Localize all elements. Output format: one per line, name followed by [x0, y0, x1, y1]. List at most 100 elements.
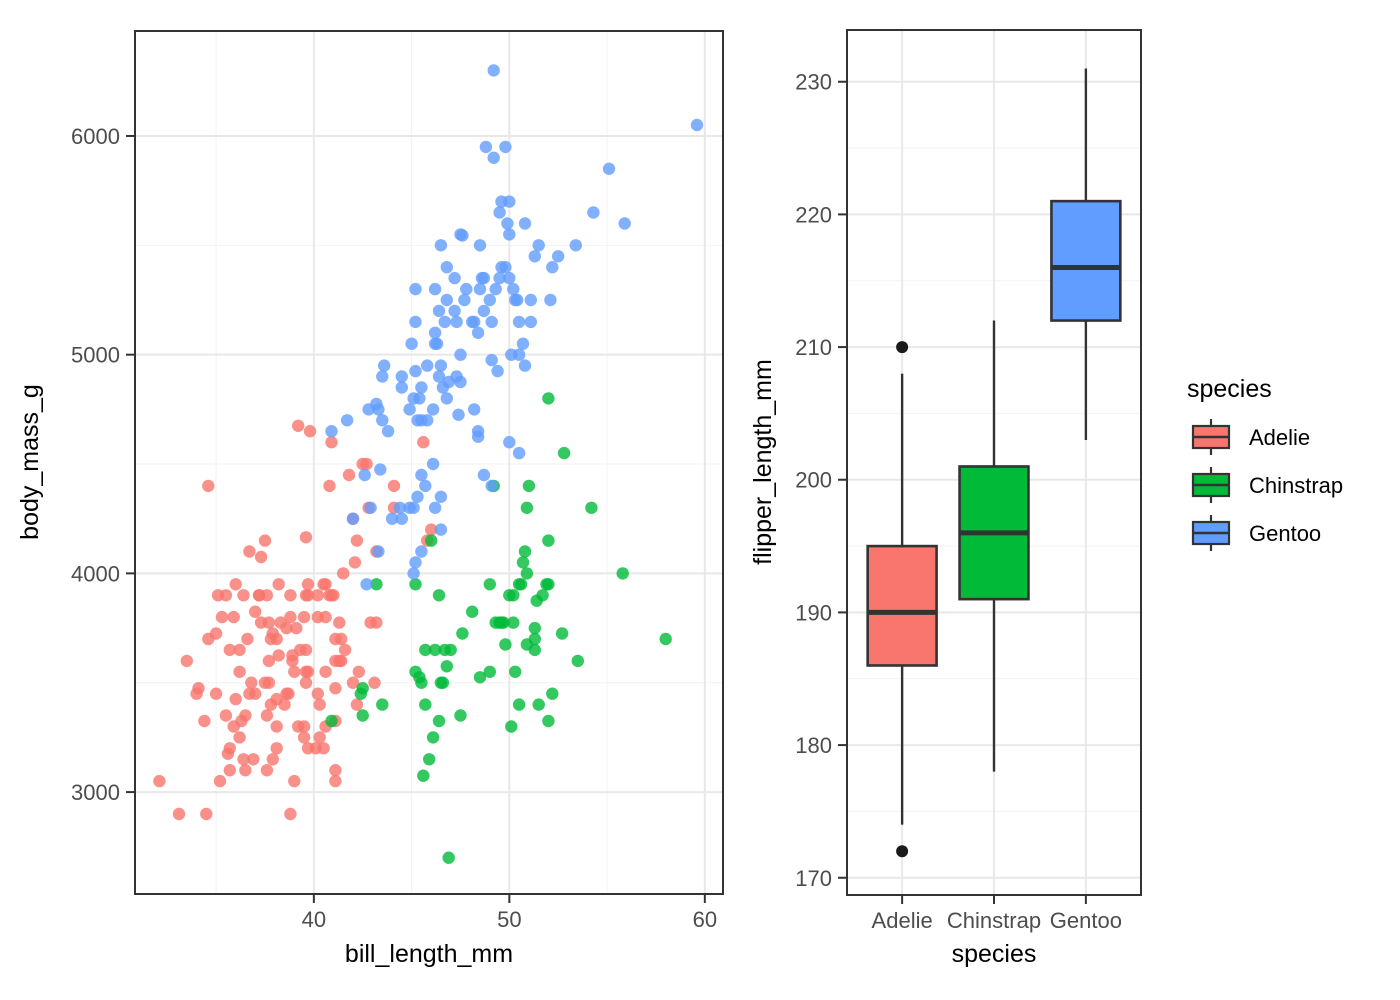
- scatter-point: [252, 589, 266, 602]
- scatter-point: [425, 534, 438, 547]
- scatter-point: [421, 359, 434, 372]
- scatter-point: [466, 605, 479, 618]
- legend-entry-label: Chinstrap: [1249, 473, 1343, 498]
- legend-entry-adelie: Adelie: [1191, 419, 1310, 455]
- scatter-point: [387, 479, 401, 493]
- scatter-point: [495, 195, 508, 208]
- legend-entry-label: Adelie: [1249, 425, 1310, 450]
- scatter-point: [258, 534, 272, 547]
- scatter-point: [376, 414, 389, 427]
- scatter-point: [403, 403, 416, 416]
- scatter-point: [172, 807, 186, 821]
- scatter-point: [346, 512, 360, 525]
- scatter-point: [395, 370, 408, 383]
- scatter-point: [419, 479, 432, 493]
- scatter-point: [475, 271, 489, 285]
- scatter-point: [254, 550, 268, 564]
- scatter-point: [301, 578, 315, 591]
- scatter-point: [616, 567, 629, 580]
- scatter-point: [249, 687, 262, 700]
- scatter-point: [485, 353, 498, 367]
- scatter-point: [542, 392, 555, 405]
- scatter-point: [272, 649, 285, 662]
- scatter-point: [428, 643, 442, 657]
- scatter-point: [313, 698, 326, 711]
- scatter-point: [440, 261, 453, 274]
- scatter-point: [407, 392, 420, 405]
- scatter-point: [618, 217, 631, 230]
- scatter-point: [438, 643, 451, 657]
- scatter-point: [280, 687, 293, 700]
- scatter-point: [338, 643, 352, 657]
- scatter-point: [270, 742, 283, 755]
- scatter-point: [319, 665, 332, 678]
- scatter-point: [323, 479, 336, 493]
- scatter-point: [223, 764, 236, 777]
- scatter-point: [485, 479, 498, 493]
- scatter-point: [409, 315, 422, 329]
- scatter-point: [499, 638, 512, 651]
- scatter-point: [311, 589, 324, 602]
- scatter-point: [518, 359, 532, 372]
- scatter-point: [473, 239, 487, 252]
- scatter-point: [233, 643, 246, 657]
- scatter-point: [557, 446, 571, 460]
- scatter-point: [262, 616, 276, 629]
- scatter-point: [518, 545, 532, 558]
- scatter-point: [442, 851, 455, 864]
- scatter-point: [507, 282, 520, 296]
- legend-entry-label: Gentoo: [1249, 521, 1321, 546]
- scatter-point: [342, 468, 356, 482]
- scatter-point: [585, 501, 598, 514]
- scatter-point: [503, 436, 516, 449]
- scatter-point: [223, 643, 236, 657]
- scatter-point: [284, 589, 297, 602]
- scatter-point: [364, 501, 377, 514]
- y-tick-label: 210: [795, 335, 832, 360]
- scatter-point: [460, 282, 473, 296]
- scatter-point: [516, 556, 530, 569]
- scatter-point: [507, 616, 520, 629]
- scatter-point: [587, 206, 600, 219]
- scatter-point: [509, 293, 522, 307]
- scatter-point: [512, 698, 526, 711]
- scatter-point: [299, 589, 313, 602]
- scatter-point: [518, 217, 532, 230]
- scatter-point: [440, 293, 453, 307]
- scatter-point: [452, 408, 465, 421]
- scatter-point: [555, 627, 569, 640]
- scatter-point: [491, 364, 504, 378]
- scatter-point: [483, 293, 496, 307]
- scatter-point: [405, 337, 418, 350]
- scatter-point: [520, 567, 534, 580]
- scatter-point: [520, 638, 534, 651]
- scatter-point: [454, 709, 467, 722]
- scatter-point: [495, 616, 508, 629]
- scatter-point: [487, 64, 500, 77]
- scatter-point: [426, 731, 440, 744]
- scatter-x-axis-title: bill_length_mm: [345, 940, 513, 968]
- scatter-point: [376, 370, 389, 383]
- scatter-point: [571, 654, 584, 668]
- scatter-point: [301, 665, 315, 678]
- scatter-plot-panel: 3000 4000 5000 6000 40 50 60: [71, 30, 724, 932]
- scatter-point: [311, 687, 324, 700]
- scatter-point: [468, 403, 481, 416]
- scatter-point: [340, 414, 354, 427]
- scatter-point: [297, 610, 311, 624]
- scatter-point: [690, 118, 704, 132]
- scatter-point: [503, 228, 516, 241]
- scatter-point: [432, 370, 446, 383]
- scatter-point: [325, 425, 338, 438]
- y-tick-label: 3000: [71, 780, 120, 805]
- scatter-point: [456, 627, 469, 640]
- scatter-point: [356, 682, 369, 695]
- scatter-point: [499, 261, 512, 274]
- scatter-point: [370, 578, 383, 591]
- scatter-point: [436, 676, 450, 689]
- scatter-point: [479, 140, 493, 154]
- scatter-point: [512, 348, 526, 361]
- scatter-point: [411, 490, 424, 503]
- scatter-point: [524, 315, 537, 329]
